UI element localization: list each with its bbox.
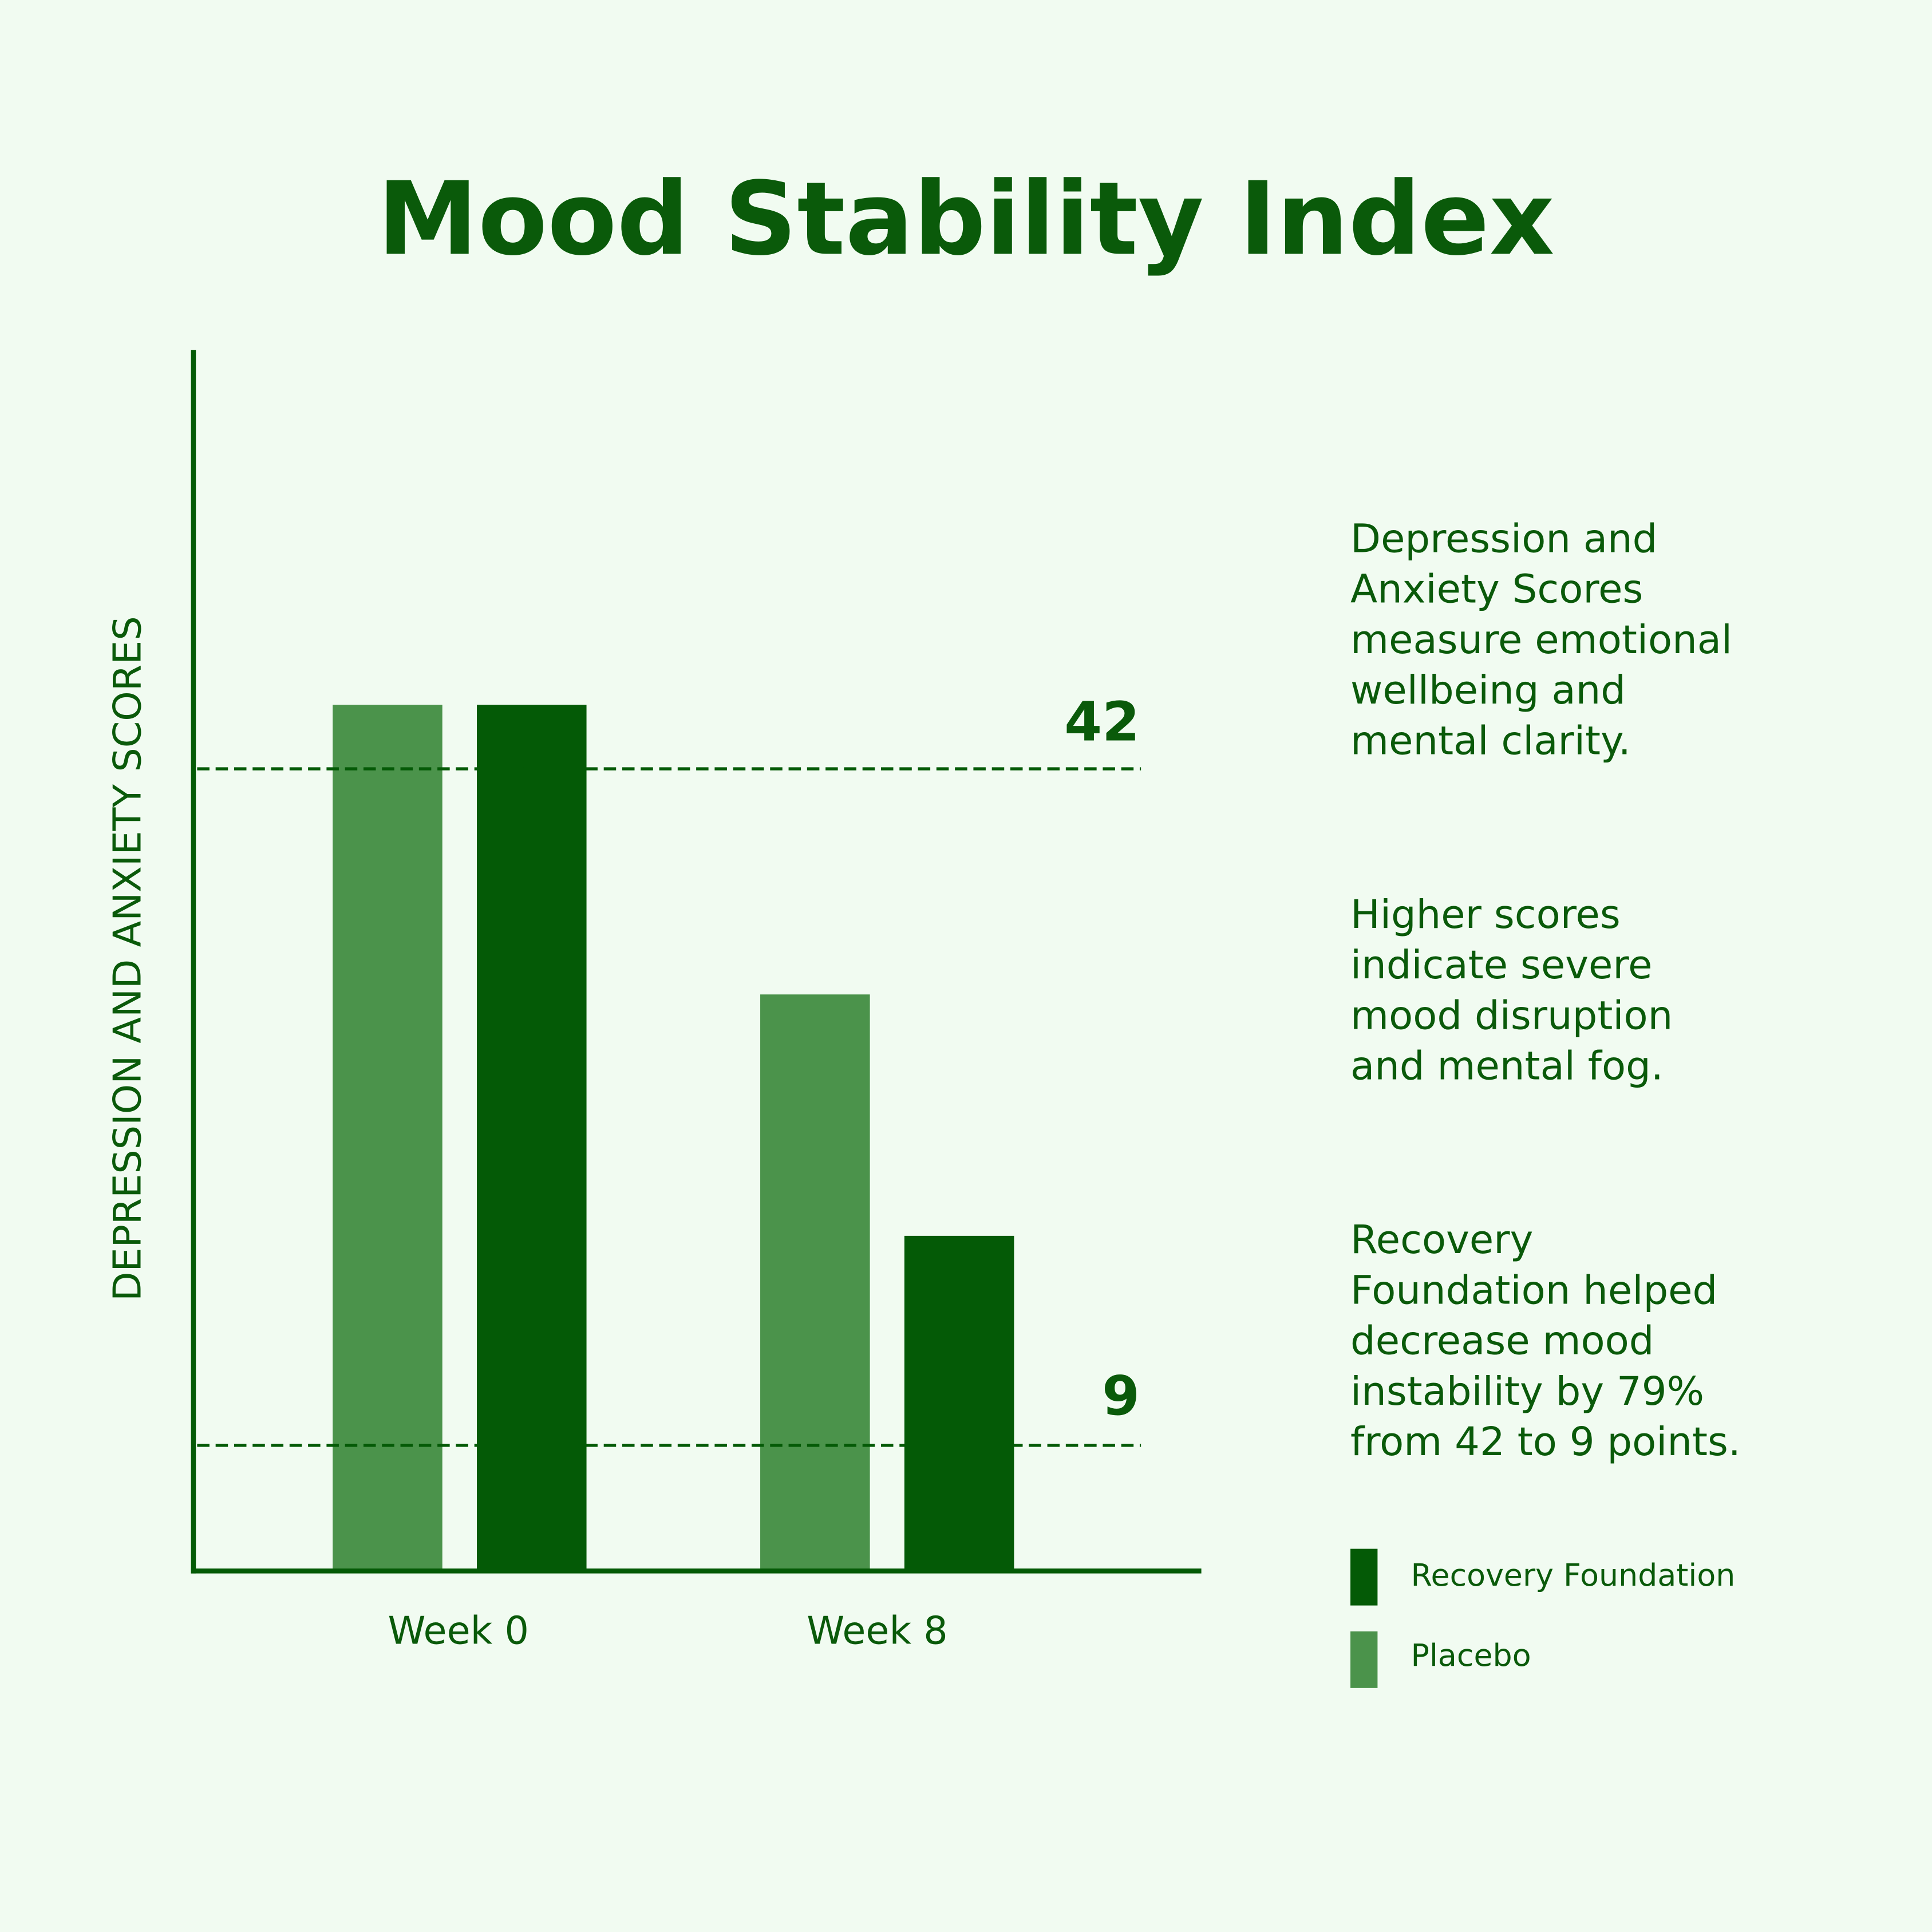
legend-swatch-recovery <box>1350 1548 1378 1606</box>
note-2-line: indicate severe <box>1350 942 1652 988</box>
x-tick-week-0: Week 0 <box>388 1608 528 1653</box>
legend-swatch-placebo <box>1350 1631 1378 1688</box>
bar-placebo-week-8 <box>760 994 870 1569</box>
legend-label-recovery: Recovery Foundation <box>1411 1557 1736 1593</box>
note-3-line: decrease mood <box>1350 1318 1654 1364</box>
chart-title: Mood Stability Index <box>377 160 1554 278</box>
note-2-line: mood disruption <box>1350 993 1673 1038</box>
note-3-line: from 42 to 9 points. <box>1350 1419 1741 1465</box>
reference-label-9: 9 <box>1102 1365 1140 1428</box>
note-3-line: instability by 79% <box>1350 1369 1704 1415</box>
x-tick-week-8: Week 8 <box>807 1608 947 1653</box>
note-1-line: wellbeing and <box>1350 667 1626 713</box>
legend-label-placebo: Placebo <box>1411 1637 1531 1673</box>
note-2-line: and mental fog. <box>1350 1044 1664 1089</box>
note-1-line: Depression and <box>1350 516 1657 562</box>
bar-recovery-foundation-week-0 <box>476 705 587 1569</box>
bar-recovery-foundation-week-8 <box>904 1235 1014 1569</box>
reference-label-42: 42 <box>1064 691 1140 754</box>
note-3-line: Recovery <box>1350 1217 1533 1263</box>
bars <box>333 705 1014 1569</box>
note-1-line: mental clarity. <box>1350 718 1631 764</box>
y-axis-label: DEPRESSION AND ANXIETY SCORES <box>105 616 149 1301</box>
note-3-line: Foundation helped <box>1350 1267 1717 1313</box>
note-1-line: measure emotional <box>1350 617 1732 663</box>
note-1-line: Anxiety Scores <box>1350 567 1643 613</box>
note-2-line: Higher scores <box>1350 892 1621 938</box>
bar-placebo-week-0 <box>333 705 442 1569</box>
